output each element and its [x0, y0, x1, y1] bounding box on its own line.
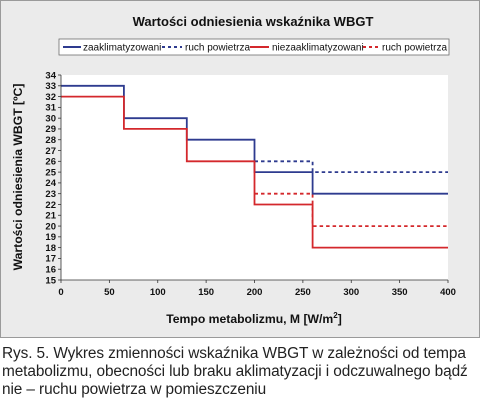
legend-label-zaaklimatyzowani: zaaklimatyzowani: [83, 43, 161, 54]
x-tick-label: 0: [58, 287, 63, 298]
figure-caption: Rys. 5. Wykres zmienności wskaźnika WBGT…: [2, 345, 468, 398]
y-tick-label: 32: [45, 92, 56, 103]
x-tick-label: 50: [104, 287, 115, 298]
x-axis-label-superscript: 2: [333, 311, 338, 320]
x-axis-ticks: 0 50 100 150 200 250 300 350 400: [58, 280, 456, 298]
legend-label-ruch-powietrza-red: ruch powietrza: [382, 43, 447, 54]
y-tick-label: 19: [45, 232, 56, 243]
chart-title: Wartości odniesienia wskaźnika WBGT: [133, 14, 374, 29]
y-tick-label: 28: [45, 135, 56, 146]
legend: zaaklimatyzowani ruch powietrza niezaakl…: [58, 38, 450, 56]
x-axis-label-text: Tempo metabolizmu, M [W/m: [166, 312, 333, 326]
x-tick-label: 400: [440, 287, 456, 298]
x-tick-label: 150: [198, 287, 214, 298]
x-axis-label: Tempo metabolizmu, M [W/m2]: [166, 311, 342, 326]
x-tick-label: 300: [343, 287, 359, 298]
x-tick-label: 100: [150, 287, 166, 298]
y-tick-label: 17: [45, 254, 56, 265]
y-tick-label: 33: [45, 81, 56, 92]
y-tick-label: 15: [45, 275, 56, 286]
y-tick-label: 29: [45, 124, 56, 135]
y-tick-label: 21: [45, 211, 56, 222]
x-tick-label: 350: [392, 287, 408, 298]
x-tick-label: 250: [295, 287, 311, 298]
legend-label-niezaaklimatyzowani: niezaaklimatyzowani: [272, 43, 364, 54]
y-tick-label: 34: [45, 70, 56, 81]
y-tick-label: 30: [45, 113, 56, 124]
y-tick-label: 18: [45, 243, 56, 254]
x-tick-label: 200: [247, 287, 263, 298]
series-line-ruch-powietrza-blue: [254, 160, 448, 174]
series-line-niezaaklimatyzowani: [61, 95, 448, 249]
x-axis-label-end: ]: [338, 312, 342, 326]
series-lines: [61, 84, 448, 249]
y-axis-label: Wartości odniesienia WBGT [ºC]: [11, 84, 25, 271]
y-tick-label: 23: [45, 189, 56, 200]
y-tick-label: 22: [45, 200, 56, 211]
legend-label-ruch-powietrza-blue: ruch powietrza: [185, 43, 250, 54]
y-tick-label: 16: [45, 265, 56, 276]
y-tick-label: 20: [45, 221, 56, 232]
chart-figure: Wartości odniesienia wskaźnika WBGT zaak…: [0, 0, 480, 338]
y-tick-label: 25: [45, 167, 56, 178]
y-tick-label: 27: [45, 146, 56, 157]
wbgt-chart: Wartości odniesienia wskaźnika WBGT zaak…: [11, 14, 456, 326]
y-tick-label: 31: [45, 103, 56, 114]
y-tick-label: 26: [45, 157, 56, 168]
y-tick-label: 24: [45, 178, 56, 189]
